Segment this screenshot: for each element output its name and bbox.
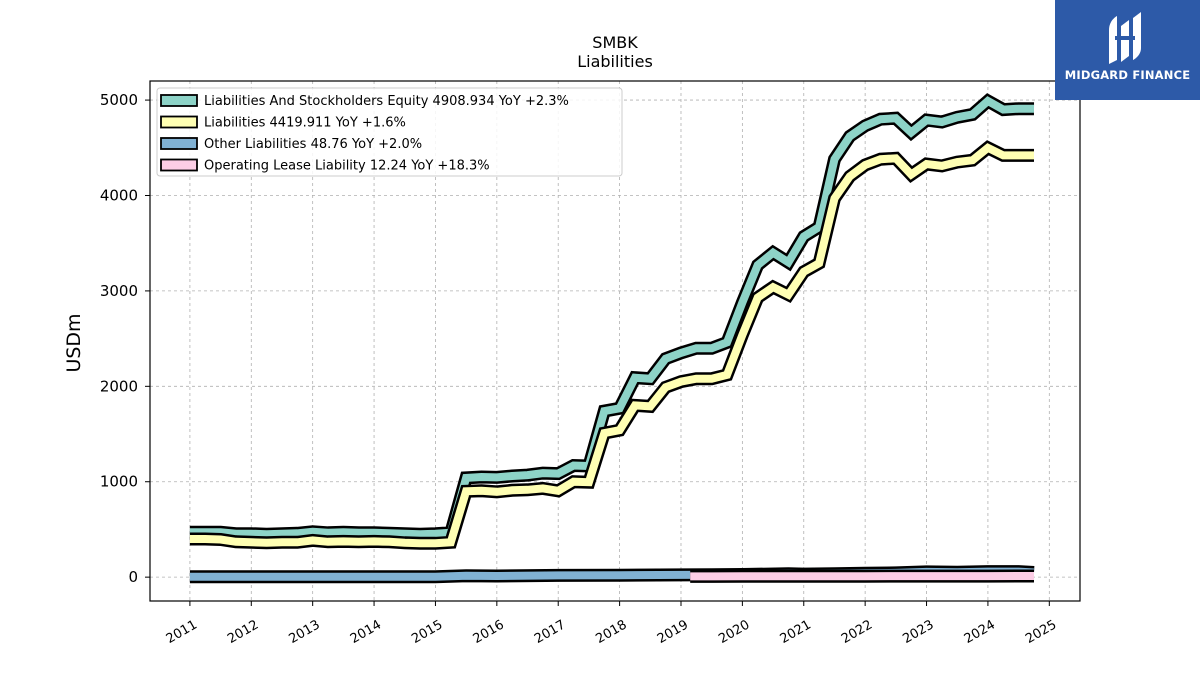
x-tick-label: 2014: [348, 617, 384, 647]
x-tick-label: 2013: [287, 617, 323, 647]
series-outline: [189, 140, 1034, 550]
brand-name: MIDGARD FINANCE: [1064, 68, 1191, 82]
plot-frame: [149, 80, 1081, 602]
x-tick-label: 2018: [593, 617, 629, 647]
y-axis-label: USDm: [63, 313, 85, 372]
x-tick-label: 2016: [471, 617, 507, 647]
legend: Liabilities And Stockholders Equity 4908…: [156, 87, 623, 177]
y-tick-label: 0: [128, 568, 138, 586]
legend-label: Operating Lease Liability 12.24 YoY +18.…: [204, 159, 490, 174]
x-tick-label: 2011: [164, 617, 200, 647]
x-tick-label: 2017: [532, 617, 568, 647]
x-tick-label: 2024: [962, 617, 998, 647]
legend-swatch: [160, 94, 198, 107]
legend-swatch: [160, 158, 198, 172]
y-tick-label: 2000: [100, 377, 138, 395]
y-tick-label: 3000: [100, 282, 138, 300]
x-tick-label: 2015: [409, 617, 445, 647]
legend-label: Liabilities 4419.911 YoY +1.6%: [204, 116, 406, 131]
x-tick-label: 2025: [1023, 617, 1059, 647]
brand-mark-icon: [1109, 12, 1141, 64]
series-line: [189, 143, 1034, 548]
series-liabilities-and-stockholders-equity: [189, 93, 1035, 541]
series-layer: [189, 93, 1035, 584]
y-tick-label: 5000: [100, 91, 138, 109]
legend-label: Other Liabilities 48.76 YoY +2.0%: [204, 137, 422, 152]
series-liabilities: [189, 140, 1034, 550]
series-line: [189, 96, 1035, 539]
x-tick-label: 2022: [839, 617, 875, 647]
x-tick-label: 2020: [716, 617, 752, 647]
legend-swatch: [160, 137, 198, 150]
legend-box: [156, 87, 623, 177]
y-tick-label: 1000: [100, 473, 138, 491]
chart-subtitle: Liabilities: [577, 52, 653, 71]
y-tick-label: 4000: [100, 186, 138, 204]
brand-logo: MIDGARD FINANCE: [1055, 0, 1200, 100]
x-tick-label: 2023: [900, 617, 936, 647]
legend-swatch: [160, 115, 198, 129]
x-tick-label: 2019: [655, 617, 691, 647]
x-tick-label: 2012: [225, 617, 261, 647]
x-tick-label: 2021: [778, 617, 814, 647]
legend-label: Liabilities And Stockholders Equity 4908…: [204, 94, 569, 109]
chart-title: SMBK: [592, 33, 638, 52]
